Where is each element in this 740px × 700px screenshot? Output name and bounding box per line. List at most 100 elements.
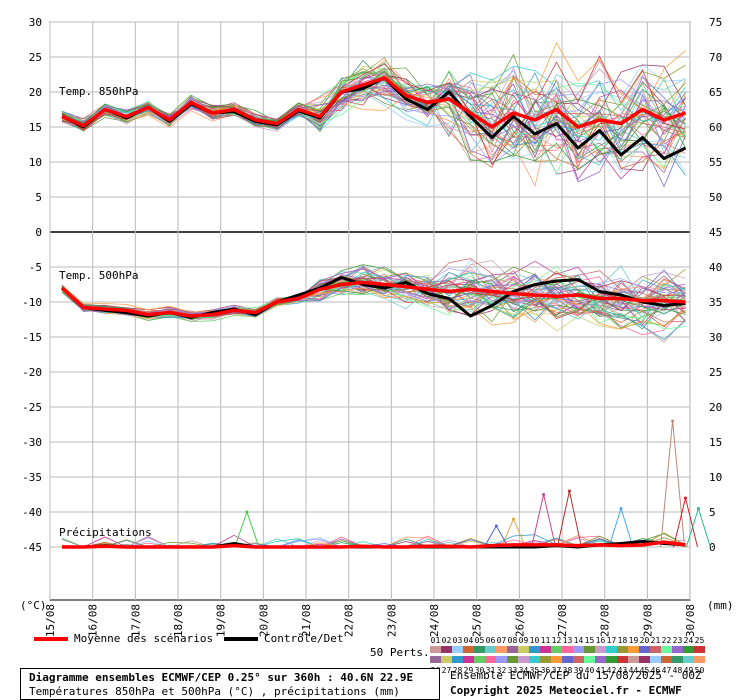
member-number: 31 [485, 666, 496, 675]
date-tick-label: 18/08 [172, 604, 185, 637]
member-number: 33 [507, 666, 518, 675]
right-tick-label: 20 [709, 401, 722, 414]
member-color-swatch [496, 656, 507, 663]
member-number: 19 [628, 636, 639, 645]
right-tick-label: 25 [709, 366, 722, 379]
date-tick-label: 28/08 [599, 604, 612, 637]
member-number: 20 [639, 636, 650, 645]
member-number: 22 [661, 636, 672, 645]
left-tick-label: 10 [29, 156, 42, 169]
member-colors-bottom [430, 656, 706, 666]
right-tick-label: 0 [709, 541, 716, 554]
member-color-swatch [650, 656, 661, 663]
member-color-swatch [430, 656, 441, 663]
member-number: 01 [430, 636, 441, 645]
member-number: 25 [694, 636, 705, 645]
t850-member-line [61, 72, 686, 148]
member-color-swatch [584, 646, 595, 653]
member-numbers-top: 01 02 03 04 05 06 07 08 09 10 11 12 13 14 15 16 17 18 19 20… [430, 636, 706, 646]
member-number: 24 [683, 636, 694, 645]
date-tick-label: 23/08 [385, 604, 398, 637]
date-tick-label: 24/08 [428, 604, 441, 637]
member-number: 38 [562, 666, 573, 675]
member-color-swatch [452, 656, 463, 663]
left-tick-label: 25 [29, 51, 42, 64]
member-color-swatch [595, 656, 606, 663]
t500-member-line [61, 271, 686, 320]
member-number: 03 [452, 636, 463, 645]
right-tick-label: 60 [709, 121, 722, 134]
member-number: 32 [496, 666, 507, 675]
member-number: 30 [474, 666, 485, 675]
right-tick-label: 30 [709, 331, 722, 344]
member-color-swatch [650, 646, 661, 653]
member-number: 43 [617, 666, 628, 675]
member-color-swatch [540, 646, 551, 653]
left-tick-label: -5 [29, 261, 42, 274]
date-tick-label: 26/08 [513, 604, 526, 637]
precip-spike [234, 510, 260, 548]
legend-mean: Moyenne des scénarios [34, 632, 213, 645]
legend-control-swatch [224, 637, 258, 641]
member-number: 16 [595, 636, 606, 645]
member-number: 07 [496, 636, 507, 645]
member-color-swatch [485, 646, 496, 653]
member-number: 23 [672, 636, 683, 645]
t850-mean-line [61, 76, 687, 129]
right-tick-label: 40 [709, 261, 722, 274]
left-tick-label: -45 [22, 541, 42, 554]
left-tick-label: 20 [29, 86, 42, 99]
member-number: 15 [584, 636, 595, 645]
member-number: 45 [639, 666, 650, 675]
member-number: 09 [518, 636, 529, 645]
date-tick-label: 25/08 [471, 604, 484, 637]
left-tick-label: 5 [35, 191, 42, 204]
member-number: 04 [463, 636, 474, 645]
member-color-swatch [463, 656, 474, 663]
date-tick-label: 30/08 [684, 604, 697, 637]
member-number: 50 [694, 666, 705, 675]
member-colors-top [430, 646, 706, 656]
member-color-swatch [562, 656, 573, 663]
member-color-swatch [573, 646, 584, 653]
member-color-swatch [430, 646, 441, 653]
member-number: 48 [672, 666, 683, 675]
member-color-swatch [485, 656, 496, 663]
right-tick-label: 15 [709, 436, 722, 449]
t850-member-line [61, 70, 686, 170]
date-tick-label: 15/08 [44, 604, 57, 637]
member-color-swatch [683, 646, 694, 653]
member-color-swatch [628, 646, 639, 653]
member-color-swatch [672, 646, 683, 653]
t850-member-line [61, 72, 686, 181]
member-number: 40 [584, 666, 595, 675]
left-tick-label: -25 [22, 401, 42, 414]
member-number: 02 [441, 636, 452, 645]
precip-spike-point [567, 489, 571, 493]
member-number: 18 [617, 636, 628, 645]
right-tick-label: 10 [709, 471, 722, 484]
date-tick-label: 27/08 [556, 604, 569, 637]
member-color-swatch [694, 656, 705, 663]
member-number: 12 [551, 636, 562, 645]
t850-member-line [61, 83, 686, 183]
member-color-swatch [672, 656, 683, 663]
member-color-swatch [507, 656, 518, 663]
perts-label: 50 Perts. [370, 646, 430, 659]
left-tick-label: -30 [22, 436, 42, 449]
left-tick-label: 30 [29, 16, 42, 29]
member-color-swatch [639, 646, 650, 653]
right-tick-label: 75 [709, 16, 722, 29]
member-color-swatch [562, 646, 573, 653]
date-tick-label: 22/08 [343, 604, 356, 637]
right-tick-label: 70 [709, 51, 722, 64]
t850-member-line [61, 88, 686, 163]
member-number: 42 [606, 666, 617, 675]
info-box: Diagramme ensembles ECMWF/CEP 0.25° sur … [20, 668, 440, 700]
member-color-swatch [595, 646, 606, 653]
member-color-swatch [606, 656, 617, 663]
legend-control-label: Contrôle/Det [264, 632, 344, 645]
precip-spike-point [542, 493, 546, 496]
member-number: 47 [661, 666, 672, 675]
copyright: Copyright 2025 Meteociel.fr - ECMWF [450, 684, 682, 697]
